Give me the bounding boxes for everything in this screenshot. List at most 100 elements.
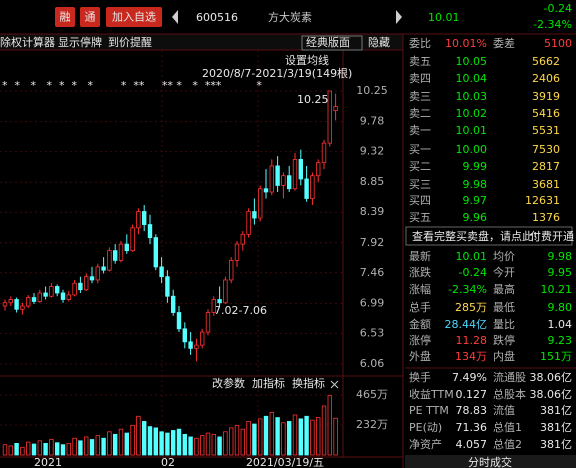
volume-bar <box>43 442 48 456</box>
volume-bar <box>292 414 298 456</box>
volume-bar <box>205 432 211 456</box>
candle-body <box>118 243 124 261</box>
order-level: 卖四 <box>409 72 431 85</box>
value: 9.80 <box>548 301 573 314</box>
volume-bar <box>275 417 280 456</box>
candle-body <box>37 292 42 302</box>
toolbar-box[interactable] <box>301 35 363 51</box>
prev-arrow[interactable] <box>172 10 178 24</box>
volume-bar <box>286 421 292 456</box>
y-tick-label: 9.32 <box>360 145 385 158</box>
volume-bar <box>281 422 286 456</box>
candle-body <box>321 142 327 164</box>
candle-body <box>165 276 170 297</box>
volume-bar <box>333 417 338 456</box>
next-arrow[interactable] <box>396 10 402 24</box>
candle-body <box>327 90 332 144</box>
order-price: 10.05 <box>456 55 488 68</box>
indicator-button[interactable]: 换指标 <box>292 376 325 390</box>
y-tick-label: 7.92 <box>360 236 385 249</box>
label: 流通股 <box>493 370 526 384</box>
candle-body <box>298 159 303 180</box>
ma-settings[interactable]: 设置均线 <box>285 53 329 67</box>
toolbar-button[interactable]: 隐藏 <box>368 36 390 49</box>
value: 134万 <box>455 350 487 363</box>
order-price: 9.99 <box>463 160 488 173</box>
candle-body <box>78 282 83 291</box>
value: 285万 <box>455 301 487 314</box>
y-tick-label: 6.53 <box>360 326 385 339</box>
value: -0.24 <box>459 266 487 279</box>
volume-bar <box>246 421 251 456</box>
y-tick-label: 8.39 <box>360 205 385 218</box>
volume-bar <box>153 427 158 456</box>
label: PE(动) <box>409 421 442 434</box>
toolbar-button[interactable]: 到价提醒 <box>108 36 152 49</box>
label: 换手 <box>409 370 431 384</box>
value: 381亿 <box>540 421 572 434</box>
indicator-button[interactable]: 改参数 <box>212 376 245 390</box>
candle-body <box>25 297 31 307</box>
volume-bar <box>141 421 147 456</box>
candle-body <box>257 188 263 219</box>
badge-label[interactable]: 加入自选 <box>112 11 156 24</box>
badge[interactable] <box>106 7 162 27</box>
candle-body <box>130 227 135 252</box>
last-price: 10.01 <box>428 11 460 24</box>
label: 总手 <box>409 300 431 314</box>
value: 10.01 <box>456 250 488 263</box>
label: 委比 <box>409 37 431 50</box>
volume-bar <box>66 442 71 456</box>
candle-body <box>101 266 106 271</box>
y-tick-label: 6.99 <box>360 296 385 309</box>
badge[interactable] <box>55 7 75 27</box>
order-price: 10.01 <box>456 124 488 137</box>
candle-body <box>188 341 193 349</box>
value: 7.49% <box>452 371 487 384</box>
badge-label[interactable]: 融 <box>60 11 71 24</box>
candle-body <box>153 237 158 268</box>
candle-body <box>217 299 222 304</box>
label: 外盘 <box>409 349 431 363</box>
toolbar-button[interactable]: 除权计算器 <box>0 35 55 49</box>
candle-body <box>211 299 216 313</box>
volume-bar <box>37 440 42 456</box>
toolbar-button[interactable]: 显示停牌 <box>58 35 102 49</box>
volume-bar <box>228 427 234 456</box>
order-volume: 3919 <box>532 90 560 103</box>
volume-bar <box>217 436 222 456</box>
indicator-button[interactable]: 加指标 <box>252 376 285 390</box>
y-tick-label: 232万 <box>356 418 388 431</box>
label: 总股本 <box>493 387 526 401</box>
order-volume: 3681 <box>532 178 560 191</box>
footer-tab[interactable]: 分时成交 <box>468 455 512 468</box>
order-price: 10.02 <box>456 107 488 120</box>
label: 最新 <box>409 249 431 263</box>
toolbar-button[interactable]: 经典版面 <box>306 35 350 49</box>
candle-body <box>55 286 60 294</box>
volume-bar <box>55 442 60 456</box>
high-label: 10.25 <box>297 93 329 106</box>
value: 1.04 <box>548 318 573 331</box>
volume-bar <box>2 444 8 456</box>
candle-body <box>170 295 176 313</box>
order-price: 10.03 <box>456 90 488 103</box>
banner[interactable]: 查看完整买卖盘，请点此! <box>412 229 537 243</box>
banner-link[interactable]: 付费开通 <box>530 230 574 243</box>
label: 今开 <box>493 265 515 279</box>
candle-body <box>182 328 187 343</box>
value: 28.44亿 <box>445 318 488 331</box>
close-icon[interactable] <box>330 380 339 389</box>
volume-bar <box>298 418 303 456</box>
candle-body <box>14 299 19 310</box>
label: 最低 <box>493 301 515 314</box>
range-label: 2020/8/7-2021/3/19(149根) <box>202 66 352 80</box>
banner-box[interactable] <box>405 226 573 246</box>
badge-label[interactable]: 通 <box>85 11 96 24</box>
volume-bar <box>60 444 66 456</box>
value: 4.057 <box>456 438 488 451</box>
volume-bar <box>304 415 309 456</box>
event-markers: * * * * * * * * ** ** * * *** * <box>2 79 262 92</box>
order-level: 买二 <box>409 160 431 173</box>
badge[interactable] <box>80 7 100 27</box>
